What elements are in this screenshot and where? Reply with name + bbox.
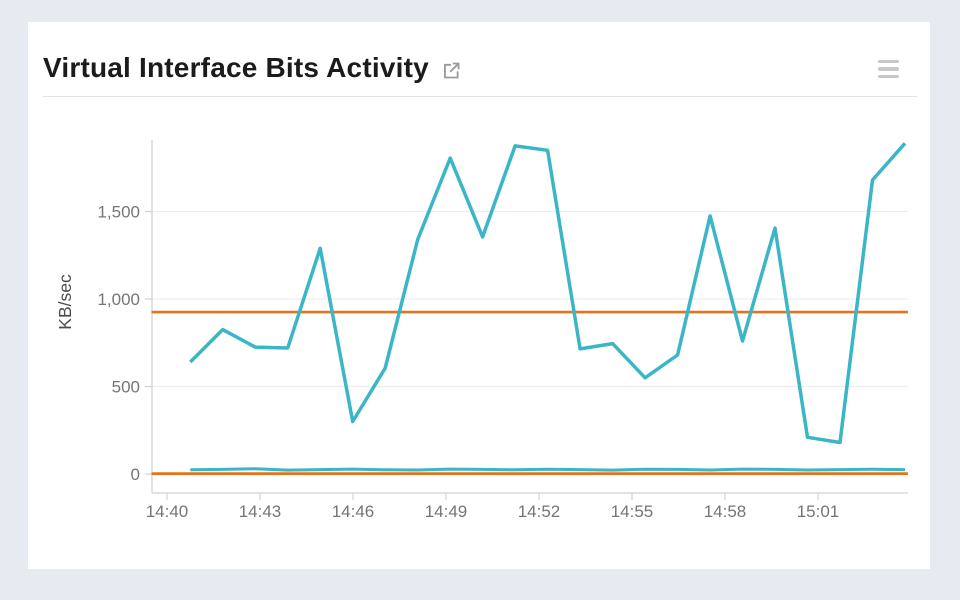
y-axis-title: KB/sec [55,274,75,330]
menu-bar [878,67,899,71]
x-tick-label: 14:49 [425,502,468,521]
menu-bar [878,74,899,79]
menu-bar [878,59,899,64]
x-tick-label: 14:52 [518,502,561,521]
y-tick-label: 0 [131,465,140,484]
x-tick-label: 14:43 [239,502,282,521]
x-tick-label: 14:58 [704,502,747,521]
widget-header: Virtual Interface Bits Activity [43,48,915,88]
x-tick-label: 14:46 [332,502,375,521]
widget-card: Virtual Interface Bits Activity [28,22,930,569]
series-transmit-kbsec [190,467,906,472]
y-tick-label: 1,000 [97,290,140,309]
widget-title: Virtual Interface Bits Activity [43,52,429,83]
x-tick-label: 14:55 [611,502,654,521]
x-tick-label: 14:40 [146,502,189,521]
hamburger-menu-icon[interactable] [876,58,901,81]
y-tick-label: 500 [112,378,140,397]
header-divider [43,96,917,97]
x-tick-label: 15:01 [797,502,840,521]
series-receive-kbsec [189,142,907,445]
y-tick-label: 1,500 [97,203,140,222]
external-link-icon[interactable] [441,60,462,81]
